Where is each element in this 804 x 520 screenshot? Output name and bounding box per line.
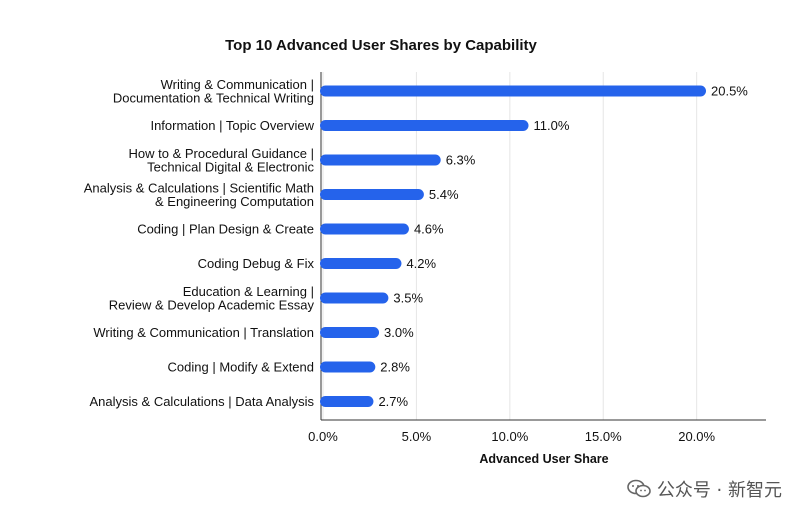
value-label: 3.0% (384, 325, 414, 340)
category-labels: Writing & Communication | Documentation &… (84, 77, 315, 409)
bar (320, 189, 424, 200)
category-label: Information | Topic Overview (150, 118, 314, 133)
bar (320, 85, 706, 97)
category-label: Coding Debug & Fix (198, 256, 315, 271)
tick-label: 15.0% (585, 429, 622, 444)
category-label: Coding | Plan Design & Create (137, 222, 314, 237)
value-label: 11.0% (534, 118, 570, 133)
value-label: 4.2% (406, 256, 436, 271)
category-label: Coding | Modify & Extend (168, 360, 314, 375)
bars (320, 85, 706, 407)
x-axis-ticks: 0.0% 5.0% 10.0% 15.0% 20.0% (308, 429, 715, 444)
category-label: Writing & Communication | Translation (93, 325, 314, 340)
tick-label: 0.0% (308, 429, 338, 444)
bar (320, 361, 376, 373)
value-labels: 20.5% 11.0% 6.3% 5.4% 4.6% 4.2% 3.5% 3.0% 2.8% 2.… (378, 84, 748, 410)
category-label: Education & Learning | Review & Develop A… (109, 284, 315, 313)
watermark-text: 公众号 · 新智元 (656, 480, 782, 501)
category-label: Analysis & Calculations | Data Analysis (90, 394, 315, 409)
x-axis-title: Advanced User Share (479, 452, 608, 466)
value-label: 20.5% (711, 84, 748, 99)
bar (320, 396, 374, 407)
watermark: 公众号 · 新智元 (627, 476, 782, 502)
bar (320, 120, 529, 131)
tick-label: 20.0% (678, 429, 715, 444)
tick-label: 10.0% (491, 429, 528, 444)
value-label: 5.4% (429, 187, 459, 202)
category-label: Writing & Communication | Documentation &… (113, 77, 314, 106)
bar (320, 258, 402, 269)
bar (320, 223, 409, 235)
value-label: 2.8% (380, 360, 410, 375)
value-label: 3.5% (393, 291, 423, 306)
bar (320, 292, 389, 304)
chart-title: Top 10 Advanced User Shares by Capabilit… (225, 37, 537, 54)
bar (320, 327, 380, 338)
value-label: 6.3% (446, 153, 476, 168)
value-label: 2.7% (378, 394, 408, 409)
value-label: 4.6% (414, 222, 444, 237)
wechat-icon (627, 479, 651, 499)
tick-label: 5.0% (402, 429, 432, 444)
category-label: Analysis & Calculations | Scientific Mat… (84, 180, 314, 209)
category-label: How to & Procedural Guidance | Technical … (129, 146, 315, 175)
bar (320, 154, 441, 166)
